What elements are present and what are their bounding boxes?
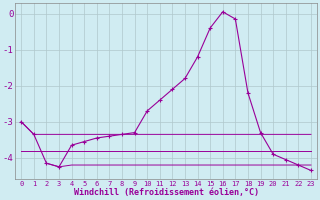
X-axis label: Windchill (Refroidissement éolien,°C): Windchill (Refroidissement éolien,°C): [74, 188, 259, 197]
